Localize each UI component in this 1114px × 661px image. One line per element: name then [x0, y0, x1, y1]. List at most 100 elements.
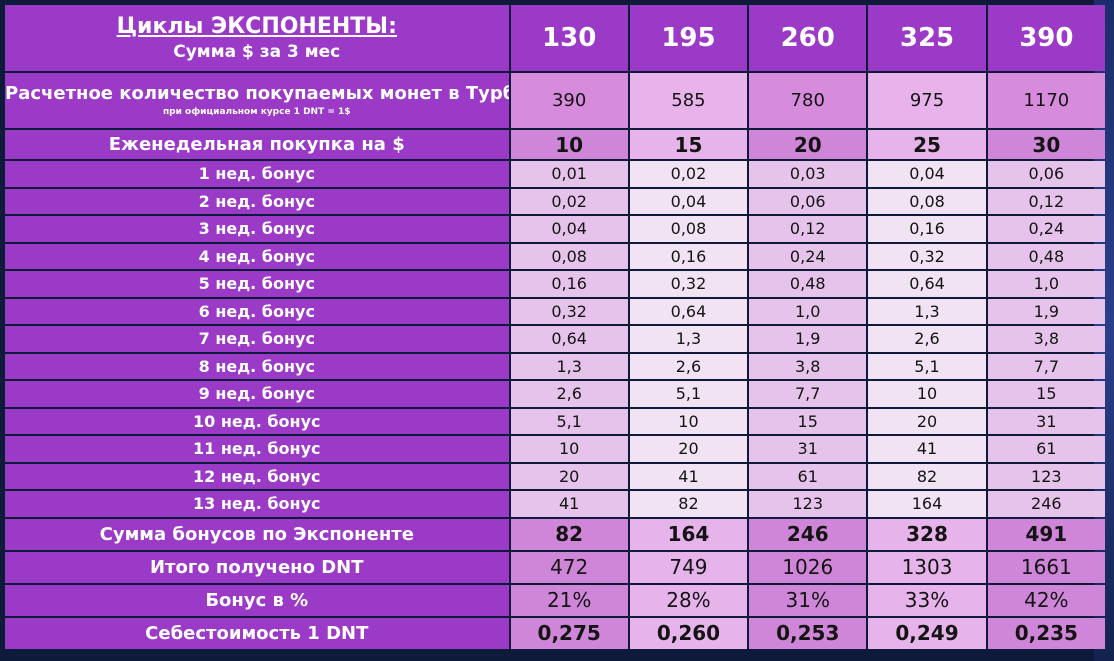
- bonus-row: 9 нед. бонус 2,6 5,1 7,7 10 15: [5, 381, 1105, 407]
- exponent-cycles-table: Циклы ЭКСПОНЕНТЫ: Сумма $ за 3 мес 130 1…: [3, 3, 1107, 651]
- table-cell: 82: [510, 518, 628, 550]
- table-cell: 7,7: [987, 353, 1105, 379]
- table-cell: 15: [987, 381, 1105, 407]
- cost-label: Себестоимость 1 DNT: [5, 617, 509, 649]
- table-cell: 585: [629, 73, 748, 128]
- bonus-row-label: 7 нед. бонус: [5, 326, 509, 352]
- table-cell: 1,3: [510, 353, 628, 379]
- table-cell: 33%: [868, 584, 986, 616]
- bonus-row-label: 2 нед. бонус: [5, 188, 509, 214]
- table-cell: 1661: [987, 551, 1105, 583]
- table-cell: 0,48: [749, 271, 867, 297]
- weekly-row-label: Еженедельная покупка на $: [5, 130, 509, 159]
- bonus-row-label: 3 нед. бонус: [5, 216, 509, 242]
- table-cell: 0,32: [629, 271, 748, 297]
- bonus-row-label: 12 нед. бонус: [5, 463, 509, 489]
- table-cell: 0,08: [629, 216, 748, 242]
- table-cell: 3,8: [749, 353, 867, 379]
- bonus-row: 3 нед. бонус 0,04 0,08 0,12 0,16 0,24: [5, 216, 1105, 242]
- bonus-row-label: 10 нед. бонус: [5, 408, 509, 434]
- table-cell: 3,8: [987, 326, 1105, 352]
- bonus-row: 8 нед. бонус 1,3 2,6 3,8 5,1 7,7: [5, 353, 1105, 379]
- weekly-row: Еженедельная покупка на $ 10 15 20 25 30: [5, 130, 1105, 159]
- table-cell: 1,9: [749, 326, 867, 352]
- table-cell: 0,24: [749, 243, 867, 269]
- table-cell: 82: [629, 491, 748, 517]
- table-cell: 10: [629, 408, 748, 434]
- table-cell: 1170: [987, 73, 1105, 128]
- table-title-cell: Циклы ЭКСПОНЕНТЫ: Сумма $ за 3 мес: [5, 5, 509, 71]
- table-cell: 28%: [629, 584, 748, 616]
- table-cell: 780: [749, 73, 867, 128]
- cost-row: Себестоимость 1 DNT 0,275 0,260 0,253 0,…: [5, 617, 1105, 649]
- table-cell: 1,0: [749, 298, 867, 324]
- table-cell: 390: [510, 73, 628, 128]
- table-cell: 20: [629, 436, 748, 462]
- table-cell: 10: [868, 381, 986, 407]
- bonus-row-label: 11 нед. бонус: [5, 436, 509, 462]
- table-cell: 20: [749, 130, 867, 159]
- table-cell: 246: [749, 518, 867, 550]
- table-cell: 0,08: [868, 188, 986, 214]
- table-cell: 30: [987, 130, 1105, 159]
- table-cell: 328: [868, 518, 986, 550]
- total-dnt-row: Итого получено DNT 472 749 1026 1303 166…: [5, 551, 1105, 583]
- bonus-row-label: 4 нед. бонус: [5, 243, 509, 269]
- table-cell: 61: [749, 463, 867, 489]
- total-dnt-label: Итого получено DNT: [5, 551, 509, 583]
- table-cell: 975: [868, 73, 986, 128]
- column-header: 325: [868, 5, 986, 71]
- bonus-row-label: 5 нед. бонус: [5, 271, 509, 297]
- bonus-row: 4 нед. бонус 0,08 0,16 0,24 0,32 0,48: [5, 243, 1105, 269]
- table-cell: 749: [629, 551, 748, 583]
- bonus-row: 1 нед. бонус 0,01 0,02 0,03 0,04 0,06: [5, 161, 1105, 187]
- table-cell: 472: [510, 551, 628, 583]
- table-cell: 164: [629, 518, 748, 550]
- table-cell: 21%: [510, 584, 628, 616]
- bonus-row: 12 нед. бонус 20 41 61 82 123: [5, 463, 1105, 489]
- table-cell: 0,12: [749, 216, 867, 242]
- table-cell: 20: [510, 463, 628, 489]
- table-cell: 31: [749, 436, 867, 462]
- table-cell: 5,1: [629, 381, 748, 407]
- bonus-row-label: 1 нед. бонус: [5, 161, 509, 187]
- table-cell: 0,64: [510, 326, 628, 352]
- table-cell: 0,253: [749, 617, 867, 649]
- bonus-row-label: 6 нед. бонус: [5, 298, 509, 324]
- table-cell: 0,48: [987, 243, 1105, 269]
- table-cell: 123: [987, 463, 1105, 489]
- table-cell: 10: [510, 436, 628, 462]
- table-cell: 31: [987, 408, 1105, 434]
- bonus-row: 5 нед. бонус 0,16 0,32 0,48 0,64 1,0: [5, 271, 1105, 297]
- table-cell: 25: [868, 130, 986, 159]
- table-cell: 0,04: [868, 161, 986, 187]
- table-cell: 0,32: [868, 243, 986, 269]
- table-cell: 0,32: [510, 298, 628, 324]
- coins-row-note: при официальном курсе 1 DNT = 1$: [162, 106, 351, 117]
- table-cell: 0,06: [749, 188, 867, 214]
- table-cell: 0,04: [629, 188, 748, 214]
- column-header: 260: [749, 5, 867, 71]
- column-header: 390: [987, 5, 1105, 71]
- bonus-row: 11 нед. бонус 10 20 31 41 61: [5, 436, 1105, 462]
- table-cell: 0,260: [629, 617, 748, 649]
- bonus-row: 7 нед. бонус 0,64 1,3 1,9 2,6 3,8: [5, 326, 1105, 352]
- table-cell: 0,16: [629, 243, 748, 269]
- table-cell: 41: [510, 491, 628, 517]
- bonus-row-label: 13 нед. бонус: [5, 491, 509, 517]
- bonus-sum-label: Сумма бонусов по Экспоненте: [5, 518, 509, 550]
- table-cell: 1,9: [987, 298, 1105, 324]
- bonus-row-label: 9 нед. бонус: [5, 381, 509, 407]
- table-cell: 41: [629, 463, 748, 489]
- column-header: 195: [629, 5, 748, 71]
- table-cell: 0,02: [629, 161, 748, 187]
- bonus-row: 6 нед. бонус 0,32 0,64 1,0 1,3 1,9: [5, 298, 1105, 324]
- table-cell: 0,01: [510, 161, 628, 187]
- table-cell: 5,1: [868, 353, 986, 379]
- table-cell: 0,235: [987, 617, 1105, 649]
- column-header: 130: [510, 5, 628, 71]
- table-cell: 1,3: [868, 298, 986, 324]
- bonus-sum-row: Сумма бонусов по Экспоненте 82 164 246 3…: [5, 518, 1105, 550]
- table-cell: 1,0: [987, 271, 1105, 297]
- table-cell: 1026: [749, 551, 867, 583]
